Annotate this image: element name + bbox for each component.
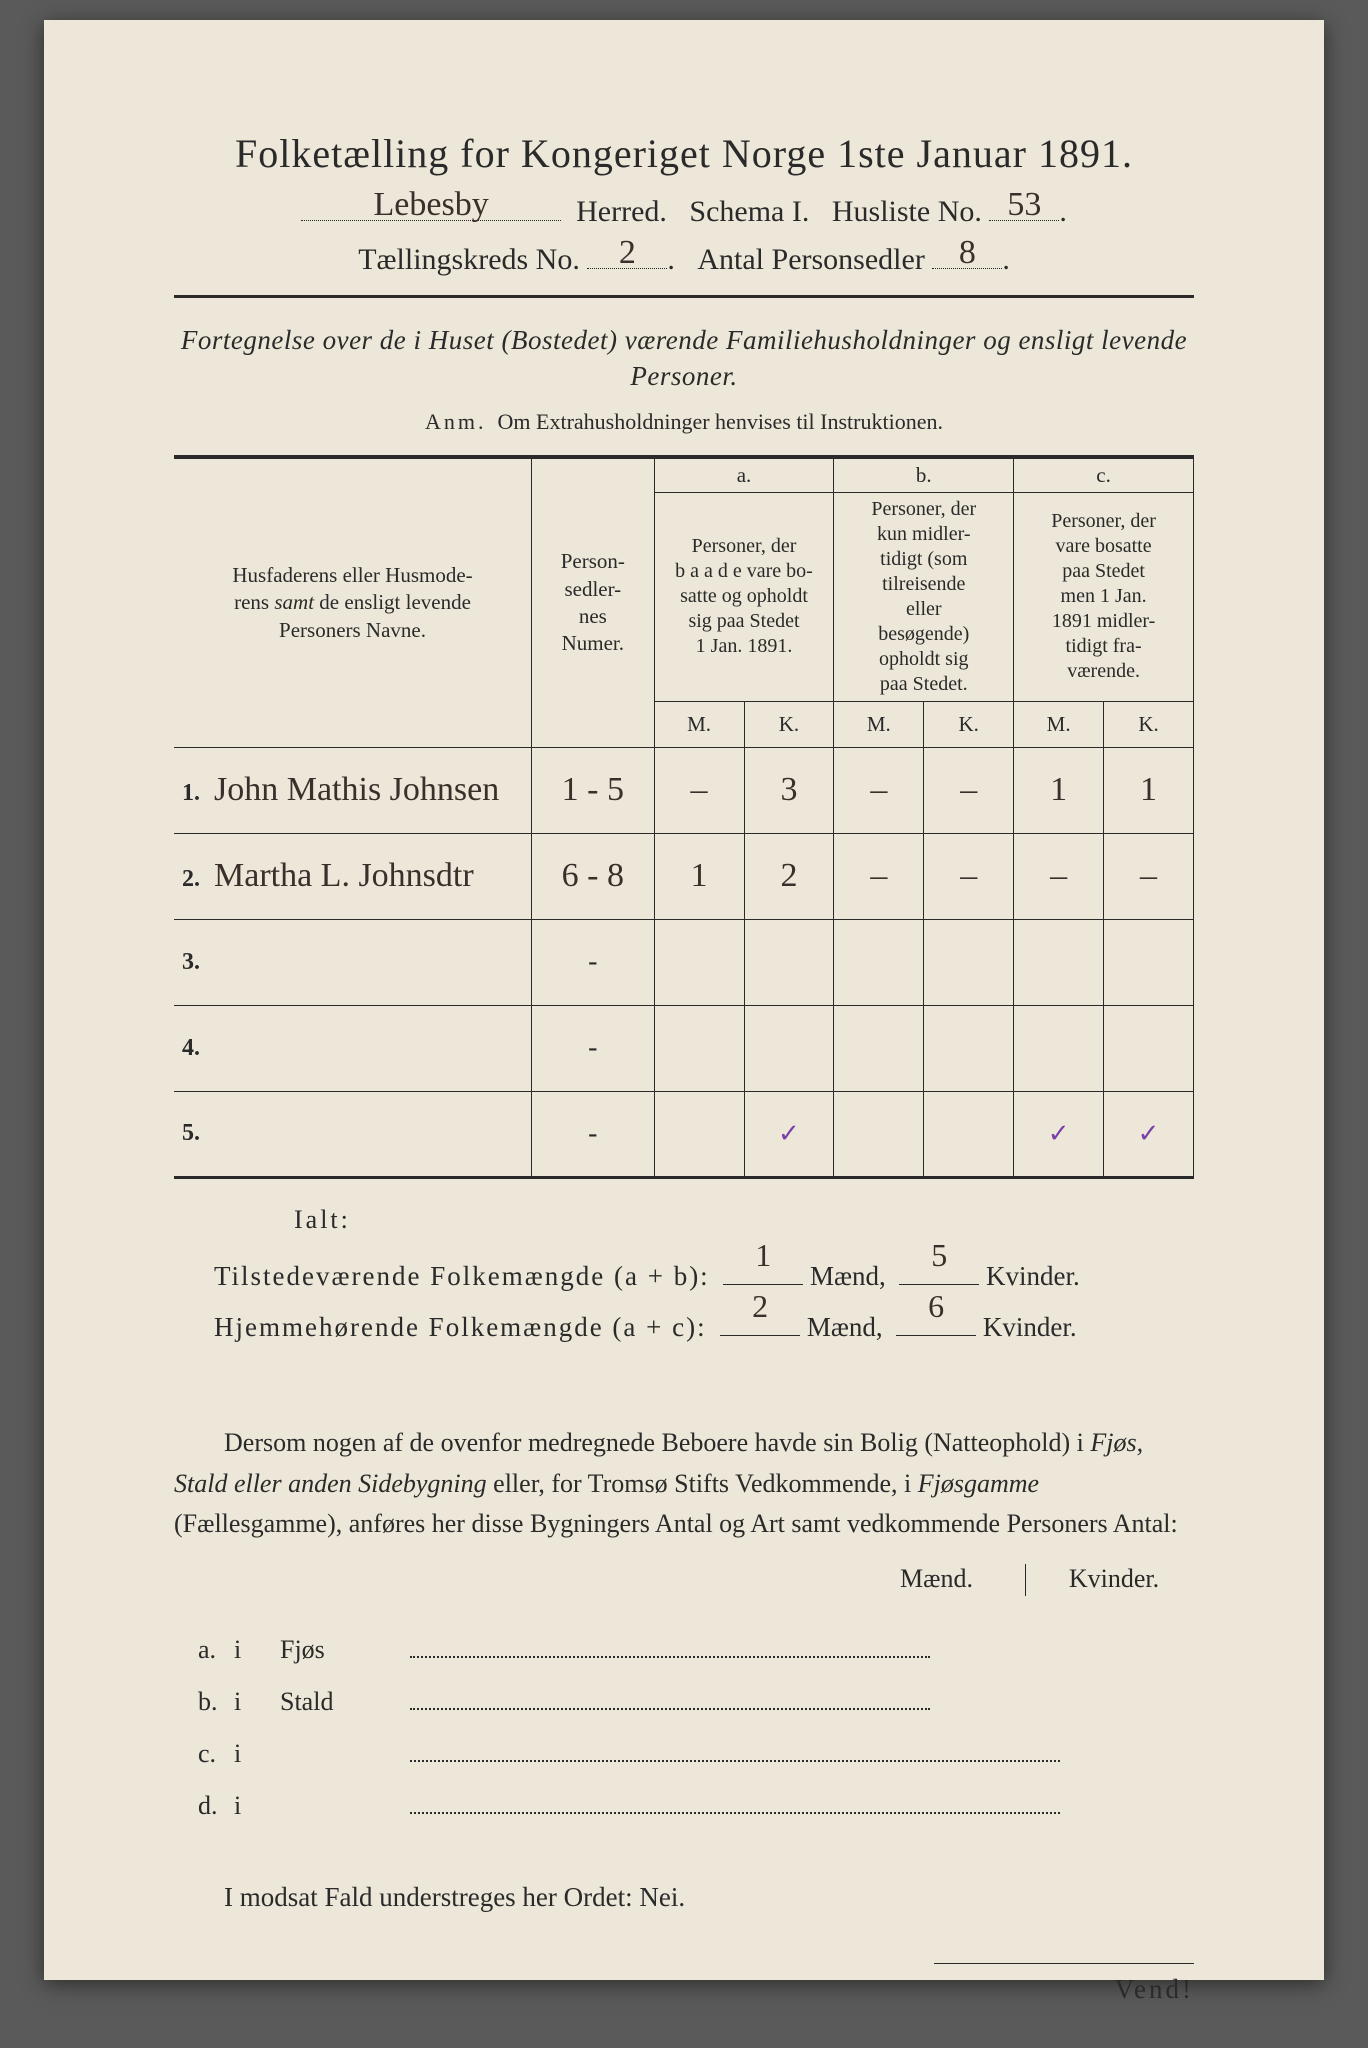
anm-line: Anm. Om Extrahusholdninger henvises til … bbox=[174, 409, 1194, 435]
header-line-3: Tællingskreds No. 2. Antal Personsedler … bbox=[174, 243, 1194, 277]
col-header-b: Personer, derkun midler-tidigt (somtilre… bbox=[834, 492, 1014, 701]
household-table: Husfaderens eller Husmode-rens samt de e… bbox=[174, 458, 1194, 1179]
tally-tick: ✓ bbox=[778, 1119, 800, 1148]
tally-tick: ✓ bbox=[1048, 1119, 1070, 1148]
husliste-label: Husliste No. bbox=[832, 195, 982, 228]
antal-label: Antal Personsedler bbox=[697, 243, 924, 276]
col-header-a: Personer, derb a a d e vare bo-satte og … bbox=[654, 492, 834, 701]
dwelling-mk-header: Mænd. Kvinder. bbox=[174, 1564, 1194, 1596]
col-header-c-key: c. bbox=[1014, 458, 1194, 492]
hjem-m: 2 bbox=[720, 1276, 800, 1337]
dwelling-list: a.iFjøs b.iStald c.i d.i bbox=[174, 1624, 1194, 1832]
hjem-k: 6 bbox=[896, 1276, 976, 1337]
col-header-c: Personer, dervare bosattepaa Stedetmen 1… bbox=[1014, 492, 1194, 701]
tilst-label: Tilstedeværende Folkemængde (a + b): bbox=[214, 1261, 710, 1291]
tally-tick: ✓ bbox=[1138, 1119, 1160, 1148]
col-a-m: M. bbox=[654, 701, 744, 747]
dwelling-maend: Mænd. bbox=[857, 1564, 1017, 1596]
nei-line: I modsat Fald understreges her Ordet: Ne… bbox=[174, 1882, 1194, 1913]
col-header-b-key: b. bbox=[834, 458, 1014, 492]
tkreds-label: Tællingskreds No. bbox=[358, 243, 580, 276]
table-row: 1. John Mathis Johnsen 1 - 5 – 3 – – 1 1 bbox=[174, 747, 1194, 833]
col-header-name: Husfaderens eller Husmode-rens samt de e… bbox=[174, 458, 532, 747]
row1-num: 1 - 5 bbox=[562, 771, 624, 808]
husliste-value: 53 bbox=[989, 186, 1059, 224]
census-form-page: Folketælling for Kongeriget Norge 1ste J… bbox=[44, 20, 1324, 1980]
herred-value: Lebesby bbox=[301, 186, 561, 224]
hjem-label: Hjemmehørende Folkemængde (a + c): bbox=[214, 1312, 707, 1342]
herred-label: Herred. bbox=[576, 195, 667, 228]
schema-label: Schema I. bbox=[689, 195, 809, 228]
col-a-k: K. bbox=[744, 701, 834, 747]
tkreds-value: 2 bbox=[587, 234, 667, 272]
dwelling-paragraph: Dersom nogen af de ovenfor medregnede Be… bbox=[174, 1423, 1194, 1544]
col-header-numer: Person-sedler-nesNumer. bbox=[532, 458, 655, 747]
page-title: Folketælling for Kongeriget Norge 1ste J… bbox=[174, 130, 1194, 177]
col-c-k: K. bbox=[1104, 701, 1194, 747]
table-row: 5. - ✓ ✓ ✓ bbox=[174, 1091, 1194, 1177]
dwelling-kvinder: Kvinder. bbox=[1034, 1564, 1194, 1596]
col-c-m: M. bbox=[1014, 701, 1104, 747]
table-row: 3. - bbox=[174, 919, 1194, 1005]
anm-label: Anm. bbox=[425, 409, 487, 434]
antal-value: 8 bbox=[932, 234, 1002, 272]
vend-label: Vend! bbox=[934, 1963, 1194, 2005]
divider bbox=[174, 295, 1194, 298]
row2-num: 6 - 8 bbox=[562, 857, 624, 894]
table-row: 2. Martha L. Johnsdtr 6 - 8 1 2 – – – – bbox=[174, 833, 1194, 919]
row1-name: John Mathis Johnsen bbox=[214, 771, 499, 808]
totals: Tilstedeværende Folkemængde (a + b): 1 M… bbox=[214, 1251, 1194, 1354]
col-header-a-key: a. bbox=[654, 458, 834, 492]
header-line-2: Lebesby Herred. Schema I. Husliste No. 5… bbox=[174, 195, 1194, 229]
col-b-k: K. bbox=[924, 701, 1014, 747]
col-b-m: M. bbox=[834, 701, 924, 747]
table-row: 4. - bbox=[174, 1005, 1194, 1091]
subtitle: Fortegnelse over de i Huset (Bostedet) v… bbox=[174, 322, 1194, 395]
row2-name: Martha L. Johnsdtr bbox=[214, 857, 474, 894]
anm-text: Om Extrahusholdninger henvises til Instr… bbox=[498, 409, 943, 434]
